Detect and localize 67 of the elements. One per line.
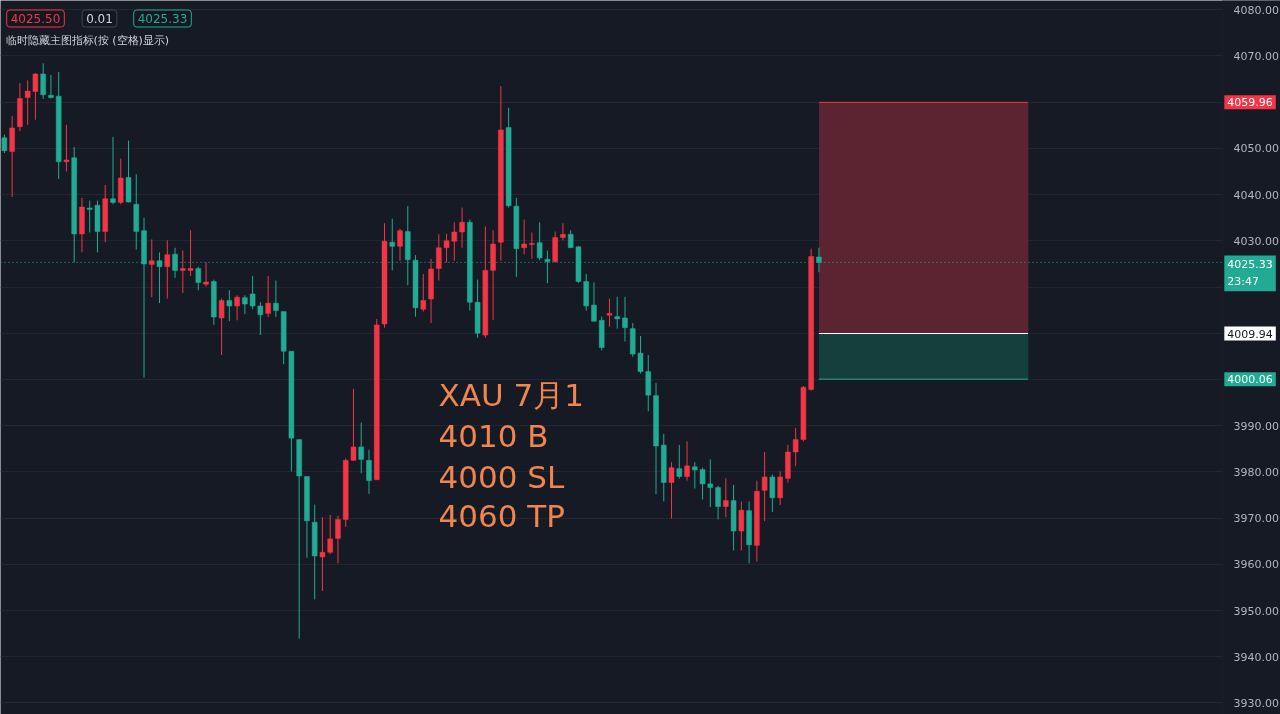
annotation: 4060 TP	[438, 497, 565, 534]
ref-line-label: 4000.06	[1227, 373, 1273, 387]
candlestick	[203, 262, 209, 288]
y-tick-label: 3930.00	[1233, 696, 1279, 710]
candlestick	[521, 219, 527, 255]
candlestick	[529, 231, 535, 260]
candlestick	[668, 461, 675, 520]
y-tick-label: 3950.00	[1233, 604, 1279, 618]
annotation: 临时隐藏主图指标(按 (空格)显示)	[5, 34, 170, 47]
candlestick	[40, 62, 46, 100]
candlestick	[226, 289, 233, 322]
candlestick	[761, 451, 768, 522]
annotation: XAU 7月1	[438, 376, 584, 413]
candlestick	[164, 239, 171, 300]
ref-line-label: 4059.96	[1227, 96, 1273, 110]
candlestick	[350, 388, 357, 462]
candlestick	[1, 134, 8, 154]
annotation: 4025.33	[137, 12, 188, 26]
candlestick	[816, 247, 822, 273]
candlestick	[397, 228, 403, 262]
y-tick-label: 4080.00	[1233, 3, 1279, 17]
candlestick	[560, 222, 566, 241]
ref-line-label: 4009.94	[1227, 327, 1273, 341]
candlestick	[273, 280, 279, 318]
candlestick	[9, 115, 15, 198]
y-tick-label: 4050.00	[1233, 142, 1279, 156]
candlestick	[265, 275, 271, 318]
y-tick-label: 3970.00	[1233, 512, 1279, 526]
y-tick-label: 3940.00	[1233, 650, 1279, 664]
candlestick	[234, 294, 240, 321]
candlestick	[707, 458, 714, 508]
candlestick	[738, 500, 745, 551]
candlestick	[358, 421, 364, 474]
candlestick	[769, 474, 776, 513]
candlestick	[257, 301, 264, 336]
candlestick	[676, 444, 683, 480]
annotation: 4025.50	[10, 12, 61, 26]
y-tick-label: 4030.00	[1233, 234, 1279, 248]
candlestick	[420, 273, 427, 313]
y-tick-label: 3990.00	[1233, 419, 1279, 433]
candlestick	[591, 281, 597, 323]
candlestick	[172, 247, 178, 279]
candlestick	[335, 515, 341, 564]
candlestick	[777, 470, 783, 506]
candlestick	[218, 298, 225, 356]
y-tick-label: 4070.00	[1233, 49, 1279, 63]
annotation: 0.01	[86, 12, 113, 26]
candlestick	[606, 298, 613, 328]
annotation: 4010 B	[438, 417, 549, 454]
y-tick-label: 3960.00	[1233, 558, 1279, 572]
candlestick	[195, 266, 202, 291]
candlestick	[459, 207, 465, 249]
candlestick	[63, 124, 70, 172]
candlestick	[110, 136, 116, 205]
candlestick	[715, 485, 721, 520]
ref-line-label: 4025.33 23:47	[1227, 258, 1273, 289]
y-tick-label: 4040.00	[1233, 188, 1279, 202]
candlestick	[622, 296, 628, 343]
candlestick	[684, 440, 690, 482]
candlestick	[723, 477, 729, 518]
annotation: 4000 SL	[438, 458, 565, 495]
candlestick	[536, 221, 543, 261]
y-tick-label: 3980.00	[1233, 465, 1279, 479]
candlestick	[149, 238, 155, 298]
candlestick	[366, 449, 372, 495]
candlestick	[614, 296, 620, 330]
candlestick	[156, 251, 163, 304]
